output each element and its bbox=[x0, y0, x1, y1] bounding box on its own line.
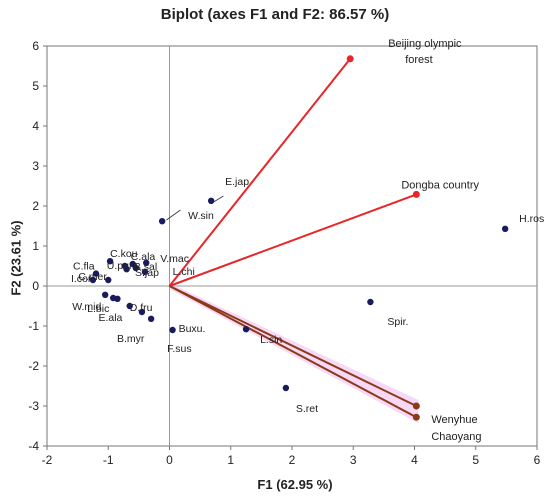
data-point bbox=[501, 225, 509, 232]
x-tick-label: 1 bbox=[227, 453, 234, 467]
vector-line bbox=[168, 58, 351, 287]
y-tick-label: 1 bbox=[32, 239, 39, 253]
point-label: L.chi bbox=[173, 266, 195, 278]
vector-label: forest bbox=[405, 54, 433, 66]
point-label: B.myr bbox=[117, 333, 145, 345]
y-tick-label: 0 bbox=[32, 279, 39, 293]
data-point bbox=[141, 268, 149, 276]
data-point bbox=[101, 291, 109, 298]
x-tick-label: 0 bbox=[166, 453, 173, 467]
plot-frame bbox=[46, 45, 538, 447]
point-label: U.pum bbox=[107, 260, 138, 272]
data-point bbox=[207, 197, 215, 204]
point-label: V.mac bbox=[160, 253, 189, 265]
point-label: C.ala bbox=[131, 251, 156, 263]
x-tick-label: 3 bbox=[350, 453, 357, 467]
data-point bbox=[143, 259, 150, 266]
vector-label: Dongba country bbox=[401, 179, 479, 191]
point-label: F.sus bbox=[167, 343, 192, 355]
chart-title: Biplot (axes F1 and F2: 86.57 %) bbox=[160, 6, 390, 23]
data-point bbox=[106, 258, 114, 265]
y-tick-label: 5 bbox=[32, 79, 39, 93]
x-tick-label: 5 bbox=[472, 453, 479, 467]
vector-endpoint bbox=[412, 402, 420, 410]
data-point bbox=[138, 308, 146, 316]
y-tick-label: -4 bbox=[28, 439, 39, 453]
x-tick-label: 2 bbox=[289, 453, 296, 467]
point-label: C.mer bbox=[78, 271, 107, 283]
point-label: L.bic bbox=[87, 303, 109, 315]
data-point bbox=[89, 276, 97, 284]
point-label: H.ros bbox=[519, 213, 544, 225]
vector-label: Wenyhue bbox=[431, 414, 477, 426]
vector-endpoint bbox=[346, 55, 354, 63]
y-tick-label: 3 bbox=[32, 159, 39, 173]
y-tick-label: -3 bbox=[28, 399, 39, 413]
point-label: W.mid bbox=[72, 301, 101, 313]
y-tick-label: 6 bbox=[32, 39, 39, 53]
label-leader-line bbox=[166, 209, 181, 221]
point-label: Spir. bbox=[387, 316, 408, 328]
point-label: S.jap bbox=[135, 267, 159, 279]
data-point bbox=[126, 302, 133, 310]
vector-endpoint bbox=[412, 190, 420, 198]
point-label: B.sal bbox=[134, 261, 157, 273]
x-tick-label: 6 bbox=[534, 453, 541, 467]
point-label: W.sin bbox=[188, 210, 214, 222]
data-point bbox=[242, 326, 250, 333]
data-point bbox=[92, 270, 100, 277]
point-label: E.ala bbox=[98, 312, 122, 324]
point-label: I.cor bbox=[71, 273, 92, 285]
vector-endpoint bbox=[412, 413, 420, 421]
vector-label: Chaoyang bbox=[431, 431, 481, 443]
data-point bbox=[105, 276, 112, 284]
data-point bbox=[367, 298, 374, 306]
point-label: L.sin bbox=[260, 334, 282, 346]
y-tick-label: -1 bbox=[28, 319, 39, 333]
vector-label: Beijing olympic bbox=[388, 38, 462, 50]
label-leader-line bbox=[213, 195, 224, 203]
point-label: S.ret bbox=[296, 403, 318, 415]
vector-line bbox=[169, 285, 417, 419]
data-point bbox=[121, 262, 128, 270]
x-axis-title: F1 (62.95 %) bbox=[257, 477, 333, 492]
point-label: D.fru bbox=[130, 302, 153, 314]
point-label: C.fla bbox=[73, 261, 95, 273]
data-point bbox=[114, 295, 121, 302]
point-label: E.jap bbox=[225, 176, 249, 188]
y-tick-label: 4 bbox=[32, 119, 39, 133]
x-tick-label: -2 bbox=[42, 453, 53, 467]
point-label: Buxu. bbox=[179, 323, 206, 335]
y-tick-label: 2 bbox=[32, 199, 39, 213]
x-tick-label: 4 bbox=[411, 453, 418, 467]
data-point bbox=[282, 384, 290, 392]
point-label: C.kou bbox=[110, 248, 138, 260]
data-point bbox=[169, 326, 176, 334]
x-tick-label: -1 bbox=[103, 453, 114, 467]
data-point bbox=[147, 315, 155, 322]
data-point bbox=[132, 264, 140, 272]
y-tick-label: -2 bbox=[28, 359, 39, 373]
vector-line bbox=[169, 285, 417, 407]
data-point bbox=[158, 218, 166, 225]
vector-line bbox=[169, 193, 417, 287]
